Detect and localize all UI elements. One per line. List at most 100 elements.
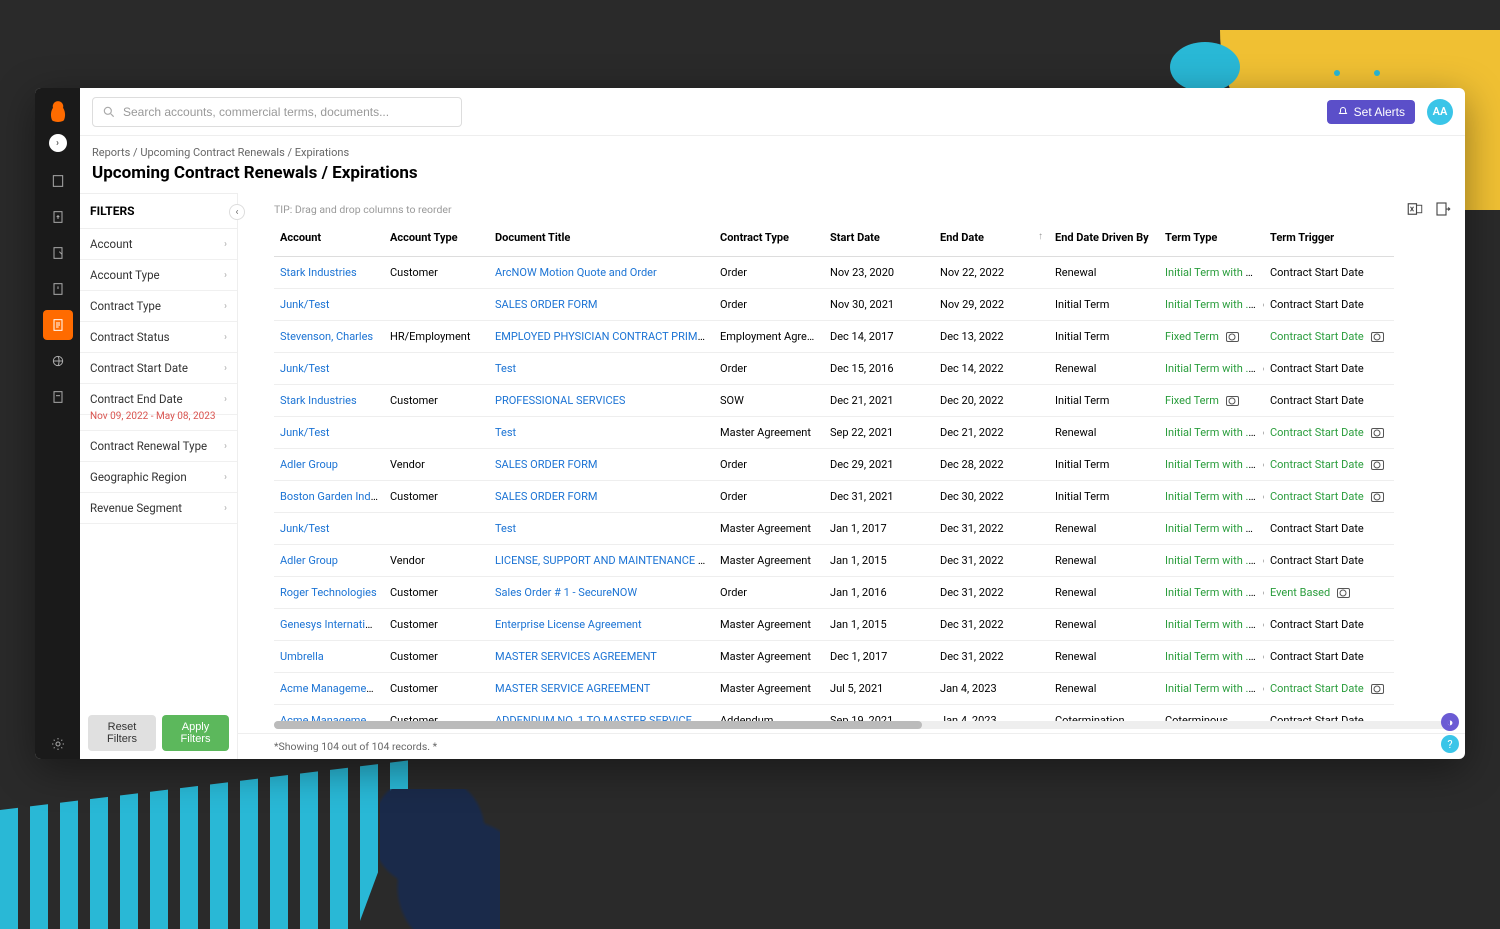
account-link[interactable]: Adler Group	[280, 554, 338, 567]
filters-collapse-toggle[interactable]: ‹	[229, 204, 245, 220]
nav-item-doc[interactable]	[43, 382, 73, 412]
export-excel-icon[interactable]	[1405, 199, 1425, 219]
filter-item[interactable]: Account Type›	[80, 260, 237, 291]
document-link[interactable]: ArcNOW Motion Quote and Order	[495, 266, 657, 279]
document-link[interactable]: LICENSE, SUPPORT AND MAINTENANCE AGR...	[495, 554, 714, 567]
camera-icon[interactable]	[1226, 332, 1239, 342]
document-link[interactable]: SALES ORDER FORM	[495, 458, 598, 471]
table-row: Adler GroupVendorLICENSE, SUPPORT AND MA…	[274, 545, 1394, 577]
account-link[interactable]: Acme Management ...	[280, 682, 384, 695]
document-link[interactable]: Test	[495, 426, 516, 439]
cell-term-type: Initial Term with ...	[1159, 481, 1264, 513]
nav-item-upload[interactable]	[43, 202, 73, 232]
avatar[interactable]: AA	[1427, 99, 1453, 125]
horizontal-scrollbar[interactable]	[274, 721, 1453, 729]
camera-icon[interactable]	[1261, 620, 1264, 630]
filter-item[interactable]: Contract Status›	[80, 322, 237, 353]
account-link[interactable]: Genesys Internationa...	[280, 618, 384, 631]
camera-icon[interactable]	[1371, 332, 1384, 342]
export-column-icon[interactable]	[1433, 199, 1453, 219]
col-end-date-driven[interactable]: End Date Driven By	[1049, 221, 1159, 257]
contracts-table: Account Account Type Document Title Cont…	[274, 221, 1394, 721]
filter-item[interactable]: Revenue Segment›	[80, 493, 237, 524]
table-row: Stark IndustriesCustomerPROFESSIONAL SER…	[274, 385, 1394, 417]
col-account-type[interactable]: Account Type	[384, 221, 489, 257]
document-link[interactable]: EMPLOYED PHYSICIAN CONTRACT PRIMARY ...	[495, 330, 714, 343]
col-account[interactable]: Account	[274, 221, 384, 257]
help-badge-icon[interactable]: ?	[1441, 735, 1459, 753]
camera-icon[interactable]	[1371, 492, 1384, 502]
document-link[interactable]: Test	[495, 522, 516, 535]
camera-icon[interactable]	[1371, 460, 1384, 470]
camera-icon[interactable]	[1261, 428, 1264, 438]
account-link[interactable]: Junk/Test	[280, 426, 329, 439]
account-link[interactable]: Junk/Test	[280, 298, 329, 311]
set-alerts-button[interactable]: Set Alerts	[1327, 100, 1415, 124]
apply-filters-button[interactable]: Apply Filters	[162, 715, 229, 751]
document-link[interactable]: MASTER SERVICES AGREEMENT	[495, 650, 657, 663]
nav-item-settings[interactable]	[43, 729, 73, 759]
account-link[interactable]: Acme Management ...	[280, 714, 384, 721]
document-link[interactable]: PROFESSIONAL SERVICES	[495, 394, 625, 407]
account-link[interactable]: Umbrella	[280, 650, 324, 663]
document-link[interactable]: Sales Order # 1 - SecureNOW	[495, 586, 637, 599]
search-input[interactable]	[92, 97, 462, 127]
col-term-trigger[interactable]: Term Trigger	[1264, 221, 1394, 257]
document-link[interactable]: ADDENDUM NO. 1 TO MASTER SERVICE AGRE...	[495, 714, 714, 721]
col-start-date[interactable]: Start Date	[824, 221, 934, 257]
document-link[interactable]: Test	[495, 362, 516, 375]
bg-decor-cyan-bottom	[0, 759, 420, 929]
account-link[interactable]: Stark Industries	[280, 394, 357, 407]
nav-item-reports[interactable]	[43, 310, 73, 340]
account-link[interactable]: Stevenson, Charles	[280, 330, 373, 343]
document-link[interactable]: MASTER SERVICE AGREEMENT	[495, 682, 650, 695]
camera-icon[interactable]	[1371, 684, 1384, 694]
table-scroll[interactable]: Account Account Type Document Title Cont…	[238, 221, 1465, 721]
account-link[interactable]: Junk/Test	[280, 362, 329, 375]
cell-term-type: Initial Term with ...	[1159, 609, 1264, 641]
nav-item-globe[interactable]	[43, 346, 73, 376]
nav-rail: ›	[35, 88, 80, 759]
camera-icon[interactable]	[1337, 588, 1350, 598]
account-link[interactable]: Stark Industries	[280, 266, 357, 279]
filter-item[interactable]: Contract Renewal Type›	[80, 431, 237, 462]
account-link[interactable]: Roger Technologies	[280, 586, 377, 599]
document-link[interactable]: SALES ORDER FORM	[495, 298, 598, 311]
camera-icon[interactable]	[1261, 300, 1264, 310]
camera-icon[interactable]	[1261, 588, 1264, 598]
camera-icon[interactable]	[1371, 428, 1384, 438]
filter-item[interactable]: Contract Start Date›	[80, 353, 237, 384]
document-link[interactable]: SALES ORDER FORM	[495, 490, 598, 503]
camera-icon[interactable]	[1261, 460, 1264, 470]
cell-start-date: Dec 21, 2021	[824, 385, 934, 417]
col-term-type[interactable]: Term Type	[1159, 221, 1264, 257]
account-link[interactable]: Adler Group	[280, 458, 338, 471]
filter-item[interactable]: Account›	[80, 229, 237, 260]
col-end-date[interactable]: End Date↑	[934, 221, 1049, 257]
account-link[interactable]: Boston Garden Indu...	[280, 490, 384, 503]
camera-icon[interactable]	[1261, 364, 1264, 374]
nav-item-warning[interactable]	[43, 274, 73, 304]
reset-filters-button[interactable]: Reset Filters	[88, 715, 156, 751]
camera-icon[interactable]	[1226, 396, 1239, 406]
col-contract-type[interactable]: Contract Type	[714, 221, 824, 257]
filter-item[interactable]: Contract Type›	[80, 291, 237, 322]
nav-expand-toggle[interactable]: ›	[49, 134, 67, 152]
filter-item[interactable]: Geographic Region›	[80, 462, 237, 493]
camera-icon[interactable]	[1261, 652, 1264, 662]
cell-end-date: Dec 20, 2022	[934, 385, 1049, 417]
search-icon	[102, 105, 116, 119]
camera-icon[interactable]	[1261, 492, 1264, 502]
bg-decor-cyan-top	[1170, 42, 1240, 92]
cell-start-date: Sep 19, 2021	[824, 705, 934, 722]
nav-item-edit[interactable]	[43, 238, 73, 268]
nav-item-building[interactable]	[43, 166, 73, 196]
hint-badge-icon[interactable]: ◑	[1441, 713, 1459, 731]
col-doc-title[interactable]: Document Title	[489, 221, 714, 257]
cell-start-date: Dec 31, 2021	[824, 481, 934, 513]
camera-icon[interactable]	[1261, 556, 1264, 566]
document-link[interactable]: Enterprise License Agreement	[495, 618, 642, 631]
cell-account-type: Customer	[384, 257, 489, 289]
camera-icon[interactable]	[1261, 684, 1264, 694]
account-link[interactable]: Junk/Test	[280, 522, 329, 535]
